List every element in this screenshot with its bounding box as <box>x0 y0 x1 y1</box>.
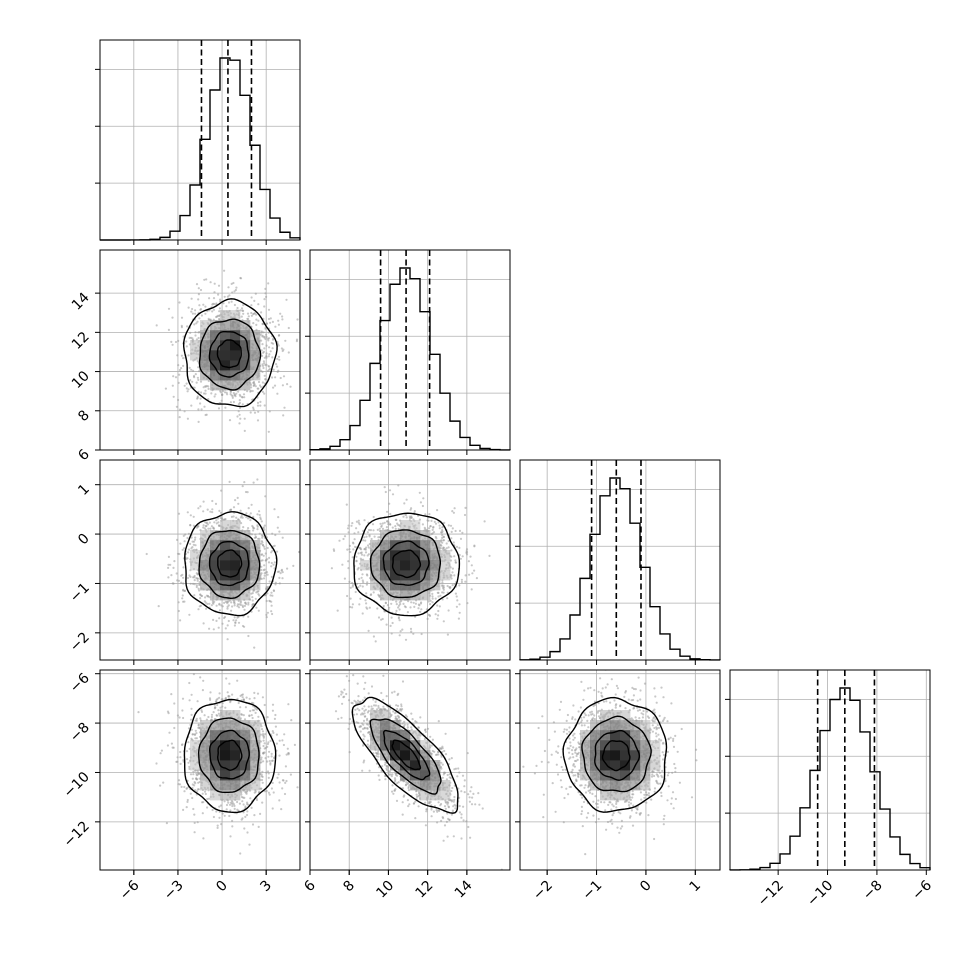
contour-level-1 <box>581 715 652 793</box>
contour-level-0 <box>353 512 461 617</box>
y-tick-label: 1 <box>75 481 93 499</box>
panel-2-1 <box>305 459 511 665</box>
panel-frame <box>99 669 301 871</box>
x-tick-label: 10 <box>373 878 397 902</box>
y-tick-label: 10 <box>69 368 93 392</box>
panel-frame <box>99 39 301 241</box>
hist-panel-2 <box>515 459 721 661</box>
contour-level-0 <box>183 698 277 814</box>
contour-level-1 <box>197 717 260 793</box>
x-tick-label: −10 <box>804 878 836 910</box>
panel-3-1 <box>305 669 511 875</box>
y-tick-label: −6 <box>67 670 93 696</box>
histogram-step <box>519 477 721 661</box>
contour-level-3 <box>391 739 422 771</box>
hist-panel-1 <box>305 249 511 451</box>
x-tick-label: 0 <box>637 878 655 896</box>
panel-content <box>520 670 720 870</box>
x-tick-labels: −6 −3 0 3 6 8 10 12 14 −2 −1 0 1 −12 −10 −8 −6 <box>117 870 935 910</box>
density-grid <box>360 520 451 601</box>
x-tick-label: 3 <box>257 878 275 896</box>
panel-content <box>100 250 300 450</box>
contours <box>351 696 459 814</box>
y-tick-label: −12 <box>61 818 93 850</box>
panel-frame <box>729 669 931 871</box>
panel-3-2 <box>515 669 721 875</box>
panel-frame <box>519 459 721 661</box>
panel-content <box>100 670 300 870</box>
panel-frame <box>99 459 301 661</box>
x-tick-label: −8 <box>860 878 886 904</box>
x-tick-label: 12 <box>413 878 437 902</box>
contour-level-1 <box>369 718 442 795</box>
x-tick-label: −12 <box>755 878 787 910</box>
panel-3-0: −12 −10 −8 −6 <box>61 669 301 875</box>
contour-level-1 <box>198 529 261 600</box>
x-tick-label: −6 <box>117 877 143 903</box>
contour-level-3 <box>217 549 243 578</box>
grid-lines <box>520 460 720 660</box>
panel-2-0: −2 −1 0 1 <box>67 459 301 665</box>
y-tick-label: 0 <box>75 531 93 549</box>
panel-frame <box>99 249 301 451</box>
panel-content <box>310 460 510 660</box>
panel-frame <box>309 459 511 661</box>
contour-level-0 <box>184 511 278 617</box>
x-tick-label: −6 <box>909 877 935 903</box>
x-tick-label: 0 <box>213 878 231 896</box>
contours <box>184 511 278 617</box>
y-tick-label: 6 <box>75 446 93 464</box>
x-tick-label: −2 <box>530 878 556 904</box>
contour-level-0 <box>351 696 459 814</box>
density-grid <box>580 710 661 801</box>
contours <box>353 512 461 617</box>
contour-level-3 <box>216 739 243 771</box>
histogram-step <box>729 687 931 871</box>
panel-content <box>310 670 510 870</box>
panel-frame <box>309 249 511 451</box>
x-tick-label: 8 <box>340 878 358 896</box>
histogram-step <box>100 57 301 241</box>
x-tick-label: −1 <box>579 878 605 904</box>
contours <box>562 696 668 813</box>
contour-level-2 <box>208 729 250 780</box>
x-tick-label: 1 <box>687 878 705 896</box>
contours <box>183 698 277 814</box>
histogram-step <box>309 267 511 451</box>
contour-level-1 <box>198 318 262 391</box>
y-tick-label: 8 <box>75 407 93 425</box>
contour-level-2 <box>208 541 250 587</box>
contour-level-3 <box>391 549 422 579</box>
panel-content <box>100 460 300 660</box>
contour-level-2 <box>208 331 250 378</box>
contour-level-2 <box>382 540 430 586</box>
hist-panel-0 <box>95 39 301 241</box>
grid-lines <box>310 250 510 450</box>
hist-panel-3 <box>725 669 931 871</box>
contour-level-3 <box>216 339 242 369</box>
panel-frame <box>519 669 721 871</box>
x-tick-label: 14 <box>452 877 476 901</box>
x-tick-label: −3 <box>161 878 187 904</box>
contour-level-3 <box>601 740 631 772</box>
contour-level-2 <box>382 729 431 781</box>
contour-level-1 <box>369 529 441 599</box>
panel-frame <box>309 669 511 871</box>
contour-level-0 <box>562 696 668 813</box>
y-tick-label: −2 <box>67 629 93 655</box>
contour-level-0 <box>183 298 278 408</box>
contours <box>183 298 278 408</box>
y-tick-label: −1 <box>67 580 93 606</box>
y-tick-label: 14 <box>69 290 93 314</box>
y-tick-label: 12 <box>69 329 93 353</box>
x-tick-label: 6 <box>301 877 319 895</box>
panel-1-0: 6 8 10 12 14 <box>69 249 301 464</box>
y-tick-label: −8 <box>67 720 93 746</box>
density-grid <box>190 310 261 391</box>
contour-level-2 <box>594 729 640 781</box>
y-tick-label: −10 <box>61 769 93 801</box>
